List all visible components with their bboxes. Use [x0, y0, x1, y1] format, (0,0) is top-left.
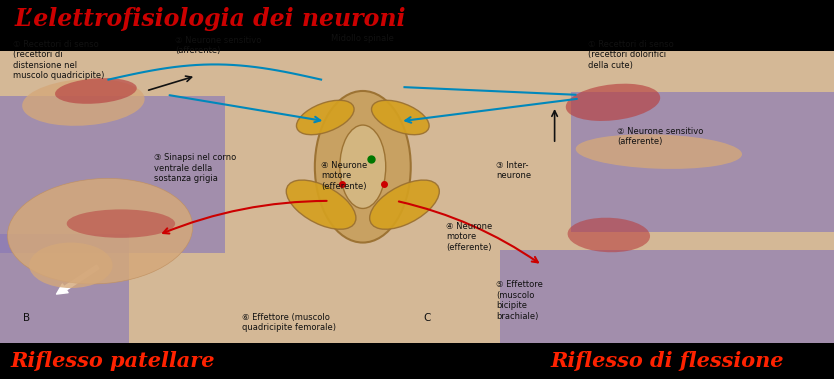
Ellipse shape — [296, 100, 354, 135]
Bar — [0, 96, 225, 252]
Text: B: B — [23, 313, 31, 323]
Ellipse shape — [29, 243, 113, 288]
Text: Midollo spinale: Midollo spinale — [331, 34, 394, 43]
Ellipse shape — [8, 179, 193, 284]
Ellipse shape — [315, 91, 410, 243]
Ellipse shape — [369, 180, 440, 229]
Text: ① Recettori di senso
(recettori dolorifici
della cute): ① Recettori di senso (recettori dolorifi… — [588, 40, 674, 70]
Ellipse shape — [371, 100, 430, 135]
Text: ⑤ Effettore
(muscolo
bicipite
brachiale): ⑤ Effettore (muscolo bicipite brachiale) — [496, 280, 543, 321]
Bar — [0, 51, 834, 343]
Ellipse shape — [575, 134, 742, 169]
Text: ⑥ Effettore (muscolo
quadricipite femorale): ⑥ Effettore (muscolo quadricipite femora… — [242, 313, 336, 332]
Ellipse shape — [67, 209, 175, 238]
Bar — [0, 0, 834, 51]
Bar — [0, 343, 834, 379]
Ellipse shape — [55, 78, 137, 104]
Text: ④ Neurone
motore
(efferente): ④ Neurone motore (efferente) — [321, 161, 367, 191]
Text: ④ Neurone
motore
(efferente): ④ Neurone motore (efferente) — [446, 222, 492, 252]
Ellipse shape — [565, 84, 661, 121]
Bar — [571, 92, 834, 232]
Bar — [500, 250, 834, 343]
Ellipse shape — [23, 79, 144, 126]
Text: ③ Sinapsi nel corno
ventrale della
sostanza grigia: ③ Sinapsi nel corno ventrale della sosta… — [154, 153, 237, 183]
Text: L’elettrofisiologia dei neuroni: L’elettrofisiologia dei neuroni — [15, 8, 406, 31]
Ellipse shape — [340, 125, 385, 208]
Ellipse shape — [568, 218, 650, 252]
Text: Riflesso di flessione: Riflesso di flessione — [550, 351, 784, 371]
Text: ② Neurone sensitivo
(afferente): ② Neurone sensitivo (afferente) — [617, 127, 704, 146]
Text: Riflesso patellare: Riflesso patellare — [10, 351, 215, 371]
Text: C: C — [424, 313, 431, 323]
Bar — [0, 233, 129, 343]
Text: ③ Inter-
neurone: ③ Inter- neurone — [496, 161, 531, 180]
Text: ② Neurone sensitivo
(afferente): ② Neurone sensitivo (afferente) — [175, 36, 262, 55]
Text: ① Recettori di senso
(recettori di
distensione nel
muscolo quadricipite): ① Recettori di senso (recettori di diste… — [13, 40, 104, 80]
Ellipse shape — [286, 180, 356, 229]
